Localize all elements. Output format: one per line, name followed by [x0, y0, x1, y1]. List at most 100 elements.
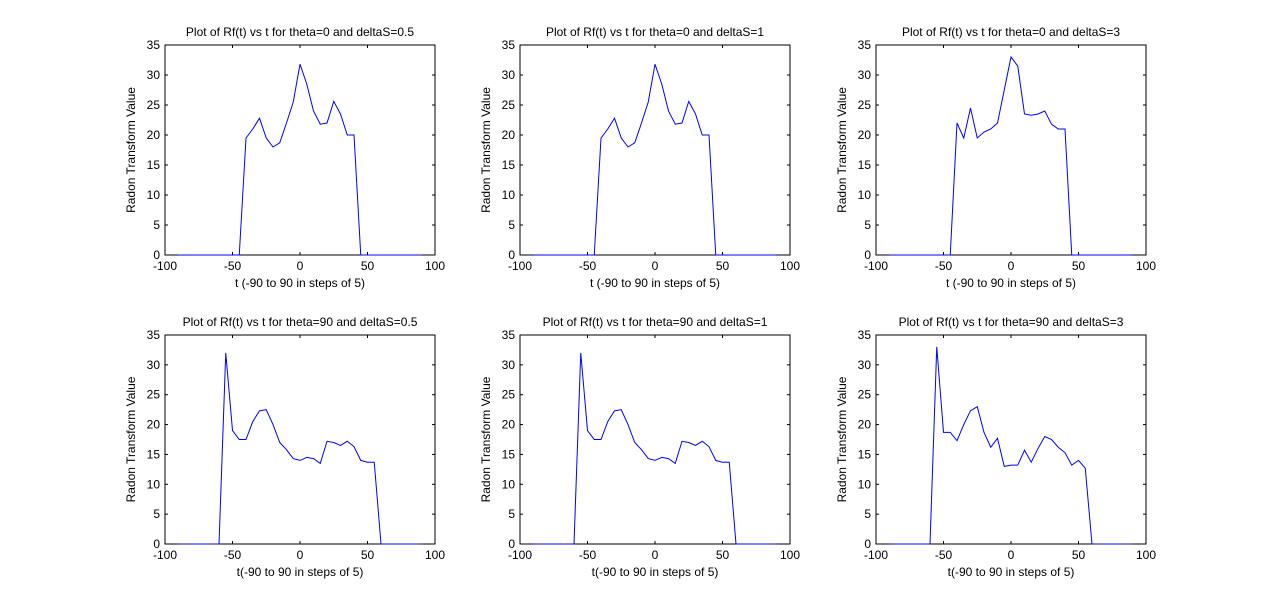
axes-frame	[519, 44, 791, 256]
x-axis-label: t (-90 to 90 in steps of 5)	[590, 276, 720, 290]
y-tick-label: 5	[153, 507, 160, 521]
x-tick-label: 50	[716, 259, 730, 273]
x-tick-label: 50	[361, 548, 375, 562]
y-tick-label: 0	[508, 537, 515, 551]
y-tick-label: 10	[502, 188, 516, 202]
x-tick-label: 50	[1072, 259, 1086, 273]
y-axis-label: Radon Transform Value	[479, 376, 493, 502]
x-tick-label: 100	[425, 548, 445, 562]
y-tick-label: 35	[502, 328, 516, 342]
y-tick-label: 30	[502, 68, 516, 82]
y-tick-label: 5	[864, 218, 871, 232]
y-tick-label: 10	[147, 188, 161, 202]
x-tick-label: -100	[153, 259, 177, 273]
x-tick-label: 50	[716, 548, 730, 562]
y-tick-label: 5	[508, 507, 515, 521]
y-tick-label: 15	[147, 158, 161, 172]
subplot-6: -100 -50 0 50 100 0 5 10 15 20 25 30 35 Plot of Rf(t)…	[835, 315, 1156, 579]
y-tick-label: 15	[147, 447, 161, 461]
x-tick-label: -50	[935, 259, 953, 273]
y-tick-label: 25	[858, 98, 872, 112]
x-axis-label: t(-90 to 90 in steps of 5)	[948, 565, 1075, 579]
subplot-title: Plot of Rf(t) vs t for theta=0 and delta…	[186, 25, 414, 39]
subplot-4: -100 -50 0 50 100 0 5 10 15 20 25 30 35 Plot of Rf(t)…	[124, 315, 445, 579]
subplot-title: Plot of Rf(t) vs t for theta=90 and delt…	[899, 315, 1124, 329]
y-tick-label: 25	[502, 98, 516, 112]
series-line	[178, 352, 422, 545]
y-tick-label: 15	[858, 158, 872, 172]
axes-frame	[875, 334, 1147, 545]
y-tick-label: 0	[153, 537, 160, 551]
subplot-title: Plot of Rf(t) vs t for theta=90 and delt…	[183, 315, 418, 329]
axes-frame	[164, 334, 436, 545]
x-tick-label: 50	[361, 259, 375, 273]
x-axis-label: t (-90 to 90 in steps of 5)	[235, 276, 365, 290]
x-tick-label: -50	[579, 259, 597, 273]
x-tick-label: 50	[1072, 548, 1086, 562]
x-tick-label: 0	[297, 548, 304, 562]
x-tick-label: 0	[652, 259, 659, 273]
axes-frame	[875, 44, 1147, 256]
y-tick-label: 5	[153, 218, 160, 232]
y-tick-label: 35	[147, 38, 161, 52]
y-tick-label: 25	[147, 98, 161, 112]
subplot-3: -100 -50 0 50 100 0 5 10 15 20 25 30 35 Plot of Rf(t)…	[835, 25, 1156, 290]
y-tick-label: 35	[858, 38, 872, 52]
x-tick-label: -50	[935, 548, 953, 562]
y-tick-label: 5	[864, 507, 871, 521]
y-tick-label: 20	[502, 128, 516, 142]
y-axis-label: Radon Transform Value	[124, 376, 138, 502]
x-tick-label: 0	[1008, 548, 1015, 562]
subplot-title: Plot of Rf(t) vs t for theta=90 and delt…	[543, 315, 768, 329]
y-tick-label: 10	[858, 477, 872, 491]
subplot-title: Plot of Rf(t) vs t for theta=0 and delta…	[902, 25, 1120, 39]
y-axis-label: Radon Transform Value	[124, 87, 138, 213]
y-tick-label: 30	[858, 68, 872, 82]
series-line	[889, 55, 1133, 256]
x-tick-label: -100	[864, 259, 888, 273]
x-axis-label: t (-90 to 90 in steps of 5)	[946, 276, 1076, 290]
x-tick-label: -100	[864, 548, 888, 562]
y-tick-label: 25	[858, 388, 872, 402]
y-tick-label: 30	[502, 358, 516, 372]
x-tick-label: 100	[780, 548, 800, 562]
subplot-2: -100 -50 0 50 100 0 5 10 15 20 25 30 35 Plot of Rf(t)…	[479, 25, 800, 290]
y-axis-label: Radon Transform Value	[835, 87, 849, 213]
y-axis-label: Radon Transform Value	[835, 376, 849, 502]
y-tick-label: 35	[147, 328, 161, 342]
x-tick-label: -50	[224, 259, 242, 273]
y-tick-label: 0	[864, 537, 871, 551]
y-tick-label: 20	[858, 418, 872, 432]
subplot-1: -100 -50 0 50 100 0 5 10 15 20 25 30 35 Plot of Rf(t)…	[124, 25, 445, 290]
series-line	[889, 346, 1133, 545]
y-tick-label: 0	[153, 248, 160, 262]
x-tick-label: 100	[1136, 548, 1156, 562]
x-tick-label: -50	[579, 548, 597, 562]
x-tick-label: -100	[508, 259, 532, 273]
x-tick-label: 0	[297, 259, 304, 273]
x-tick-label: -50	[224, 548, 242, 562]
y-tick-label: 5	[508, 218, 515, 232]
series-line	[178, 64, 422, 256]
y-tick-label: 10	[858, 188, 872, 202]
x-axis-label: t(-90 to 90 in steps of 5)	[592, 565, 719, 579]
y-tick-label: 35	[858, 328, 872, 342]
y-tick-label: 25	[502, 388, 516, 402]
x-tick-label: 0	[652, 548, 659, 562]
y-tick-label: 20	[858, 128, 872, 142]
y-tick-label: 15	[858, 447, 872, 461]
y-tick-label: 10	[502, 477, 516, 491]
y-tick-label: 20	[147, 418, 161, 432]
y-tick-label: 0	[508, 248, 515, 262]
y-tick-label: 0	[864, 248, 871, 262]
x-tick-label: 100	[425, 259, 445, 273]
x-tick-label: -100	[153, 548, 177, 562]
x-axis-label: t(-90 to 90 in steps of 5)	[237, 565, 364, 579]
subplot-5: -100 -50 0 50 100 0 5 10 15 20 25 30 35 Plot of Rf(t)…	[479, 315, 800, 579]
series-line	[533, 352, 777, 545]
x-tick-label: 100	[780, 259, 800, 273]
series-line	[533, 64, 777, 256]
y-axis-label: Radon Transform Value	[479, 87, 493, 213]
subplot-title: Plot of Rf(t) vs t for theta=0 and delta…	[546, 25, 764, 39]
